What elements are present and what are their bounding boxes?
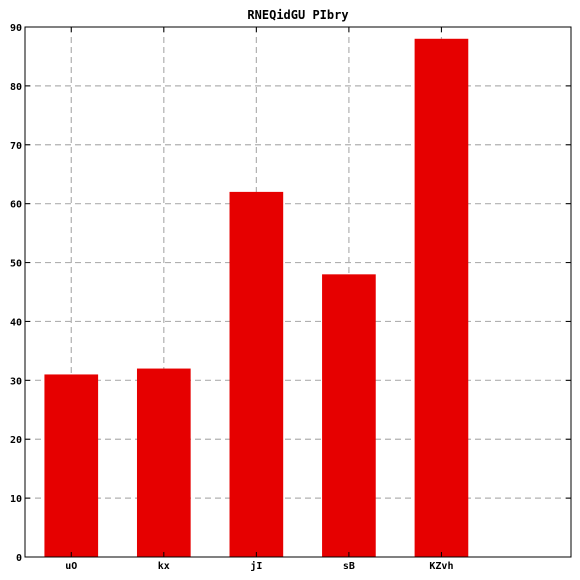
bar-kx	[136, 368, 191, 557]
bar-KZvh	[414, 38, 469, 558]
y-tick-label: 20	[10, 435, 22, 446]
y-tick-label: 50	[10, 259, 22, 270]
x-tick-label: uO	[65, 561, 77, 572]
y-tick-label: 70	[10, 141, 22, 152]
chart-title: RNEQidGU PIbry	[247, 8, 348, 22]
bar-jI	[229, 191, 284, 557]
y-tick-label: 80	[10, 82, 22, 93]
y-tick-label: 10	[10, 494, 22, 505]
x-tick-label: KZvh	[429, 561, 453, 572]
x-tick-label: sB	[343, 561, 355, 572]
x-tick-label: kx	[158, 561, 170, 572]
y-tick-label: 40	[10, 317, 22, 328]
y-tick-label: 0	[16, 553, 22, 564]
y-tick-label: 60	[10, 200, 22, 211]
y-tick-label: 90	[10, 23, 22, 34]
y-axis-ticks: 0 10 20 30 40 50 60 70 80 90	[10, 23, 571, 564]
y-tick-label: 30	[10, 376, 22, 387]
x-axis-ticks: uO kx jI sB KZvh	[65, 27, 453, 572]
axes-frame	[24, 26, 572, 558]
grid-lines	[25, 27, 571, 557]
bar-sB	[322, 274, 376, 557]
bar-uO	[44, 374, 99, 557]
bars	[44, 38, 469, 558]
x-tick-label: jI	[250, 560, 262, 572]
